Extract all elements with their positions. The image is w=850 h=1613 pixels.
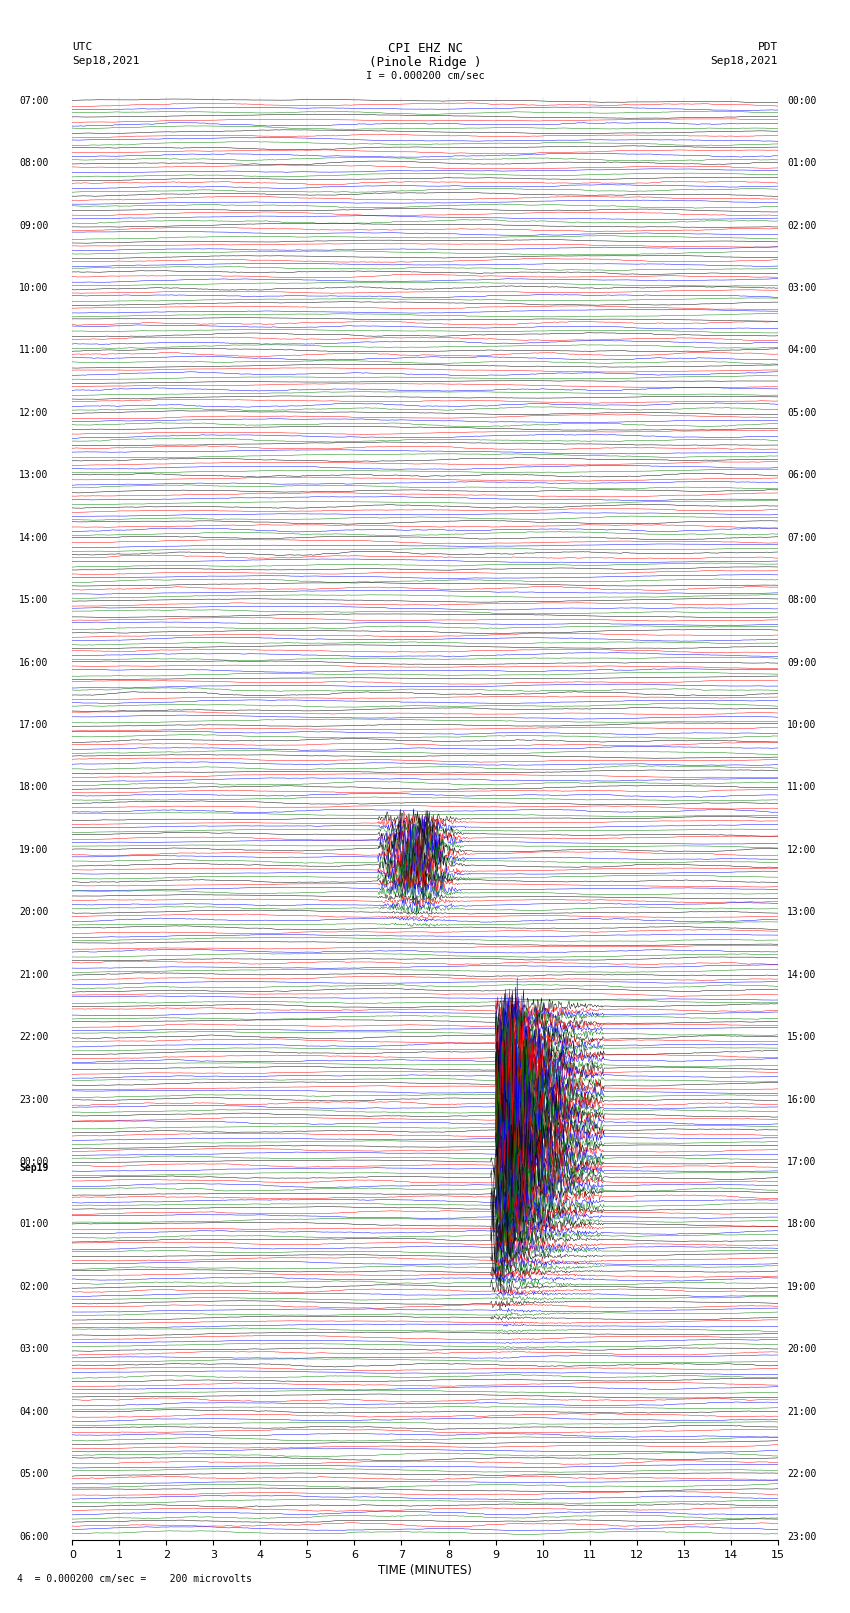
Text: 03:00: 03:00 (20, 1344, 48, 1355)
Text: 05:00: 05:00 (787, 408, 817, 418)
Text: 13:00: 13:00 (787, 907, 817, 918)
Text: 21:00: 21:00 (787, 1407, 817, 1416)
Text: 11:00: 11:00 (787, 782, 817, 792)
Text: 20:00: 20:00 (787, 1344, 817, 1355)
Text: Sep18,2021: Sep18,2021 (711, 56, 778, 66)
Text: 09:00: 09:00 (20, 221, 48, 231)
Text: 04:00: 04:00 (20, 1407, 48, 1416)
Text: 00:00: 00:00 (787, 95, 817, 106)
Text: 13:00: 13:00 (20, 471, 48, 481)
Text: 05:00: 05:00 (20, 1469, 48, 1479)
Text: 16:00: 16:00 (787, 1095, 817, 1105)
Text: Sep19: Sep19 (20, 1163, 48, 1173)
Text: 06:00: 06:00 (20, 1531, 48, 1542)
Text: 19:00: 19:00 (20, 845, 48, 855)
Text: 20:00: 20:00 (20, 907, 48, 918)
Text: 08:00: 08:00 (787, 595, 817, 605)
Text: 12:00: 12:00 (787, 845, 817, 855)
Text: 01:00: 01:00 (787, 158, 817, 168)
Text: 19:00: 19:00 (787, 1282, 817, 1292)
Text: 09:00: 09:00 (787, 658, 817, 668)
Text: 14:00: 14:00 (787, 969, 817, 979)
Text: 12:00: 12:00 (20, 408, 48, 418)
Text: 04:00: 04:00 (787, 345, 817, 355)
Text: CPI EHZ NC: CPI EHZ NC (388, 42, 462, 55)
Text: 14:00: 14:00 (20, 532, 48, 542)
Text: 23:00: 23:00 (20, 1095, 48, 1105)
Text: 03:00: 03:00 (787, 282, 817, 294)
Text: 10:00: 10:00 (20, 282, 48, 294)
Text: 21:00: 21:00 (20, 969, 48, 979)
Text: 00:00: 00:00 (20, 1157, 48, 1166)
Text: UTC: UTC (72, 42, 93, 52)
Text: 11:00: 11:00 (20, 345, 48, 355)
Text: 4  = 0.000200 cm/sec =    200 microvolts: 4 = 0.000200 cm/sec = 200 microvolts (17, 1574, 252, 1584)
Text: 08:00: 08:00 (20, 158, 48, 168)
Text: 22:00: 22:00 (20, 1032, 48, 1042)
Text: 17:00: 17:00 (787, 1157, 817, 1166)
Text: 02:00: 02:00 (787, 221, 817, 231)
Text: 16:00: 16:00 (20, 658, 48, 668)
Text: 06:00: 06:00 (787, 471, 817, 481)
Text: 15:00: 15:00 (787, 1032, 817, 1042)
X-axis label: TIME (MINUTES): TIME (MINUTES) (378, 1565, 472, 1578)
Text: 15:00: 15:00 (20, 595, 48, 605)
Text: 01:00: 01:00 (20, 1219, 48, 1229)
Text: 02:00: 02:00 (20, 1282, 48, 1292)
Text: (Pinole Ridge ): (Pinole Ridge ) (369, 56, 481, 69)
Text: 23:00: 23:00 (787, 1531, 817, 1542)
Text: 07:00: 07:00 (20, 95, 48, 106)
Text: PDT: PDT (757, 42, 778, 52)
Text: Sep18,2021: Sep18,2021 (72, 56, 139, 66)
Text: I = 0.000200 cm/sec: I = 0.000200 cm/sec (366, 71, 484, 81)
Text: 17:00: 17:00 (20, 719, 48, 731)
Text: 18:00: 18:00 (787, 1219, 817, 1229)
Text: 18:00: 18:00 (20, 782, 48, 792)
Text: 07:00: 07:00 (787, 532, 817, 542)
Text: 22:00: 22:00 (787, 1469, 817, 1479)
Text: 10:00: 10:00 (787, 719, 817, 731)
